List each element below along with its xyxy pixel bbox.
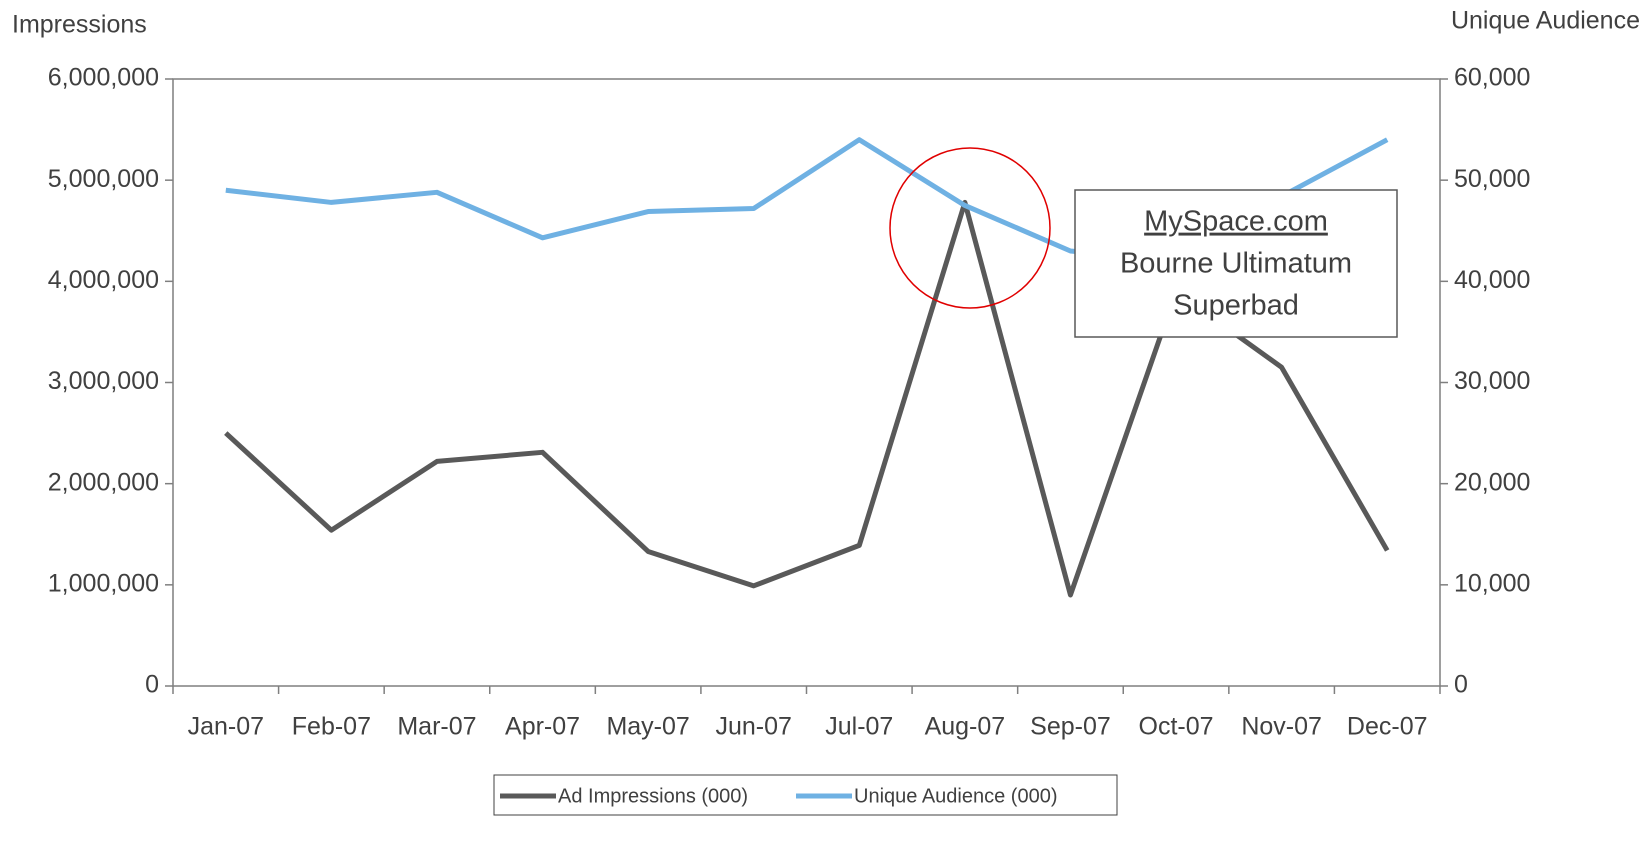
annotation-box (1074, 189, 1398, 338)
y2-tick-label: 20,000 (1454, 468, 1530, 496)
x-tick-label: May-07 (606, 713, 689, 741)
x-tick-label: Nov-07 (1241, 713, 1322, 741)
y-tick-label: 1,000,000 (48, 569, 159, 597)
y2-tick-label: 50,000 (1454, 165, 1530, 193)
legend-label: Unique Audience (000) (854, 785, 1057, 807)
x-tick-label: Jun-07 (715, 713, 791, 741)
y-tick-label: 5,000,000 (48, 165, 159, 193)
x-tick-label: Sep-07 (1030, 713, 1111, 741)
annotation-text: Bourne Ultimatum (1120, 248, 1352, 280)
y-tick-label: 3,000,000 (48, 367, 159, 395)
x-tick-label: Jul-07 (825, 713, 893, 741)
y-tick-label: 6,000,000 (48, 64, 159, 92)
x-tick-label: Feb-07 (292, 713, 371, 741)
x-tick-label: Aug-07 (925, 713, 1006, 741)
legend-label: Ad Impressions (000) (558, 785, 748, 807)
x-tick-label: Jan-07 (188, 713, 264, 741)
annotation-text: Superbad (1173, 290, 1299, 322)
y2-axis-title: Unique Audience (1451, 7, 1640, 35)
y2-tick-label: 10,000 (1454, 569, 1530, 597)
y2-tick-label: 0 (1454, 671, 1468, 699)
y-tick-label: 0 (145, 671, 159, 699)
y-axis-title: Impressions (12, 11, 147, 39)
annotation-text: MySpace.com (1144, 206, 1328, 238)
plot-frame (172, 78, 1441, 687)
y-tick-label: 4,000,000 (48, 266, 159, 294)
x-tick-label: Oct-07 (1139, 713, 1214, 741)
x-tick-label: Apr-07 (505, 713, 580, 741)
x-tick-label: Dec-07 (1347, 713, 1428, 741)
x-tick-label: Mar-07 (397, 713, 476, 741)
y-tick-label: 2,000,000 (48, 468, 159, 496)
highlight-circle (889, 147, 1051, 309)
y2-tick-label: 40,000 (1454, 266, 1530, 294)
y2-tick-label: 60,000 (1454, 64, 1530, 92)
y2-tick-label: 30,000 (1454, 367, 1530, 395)
